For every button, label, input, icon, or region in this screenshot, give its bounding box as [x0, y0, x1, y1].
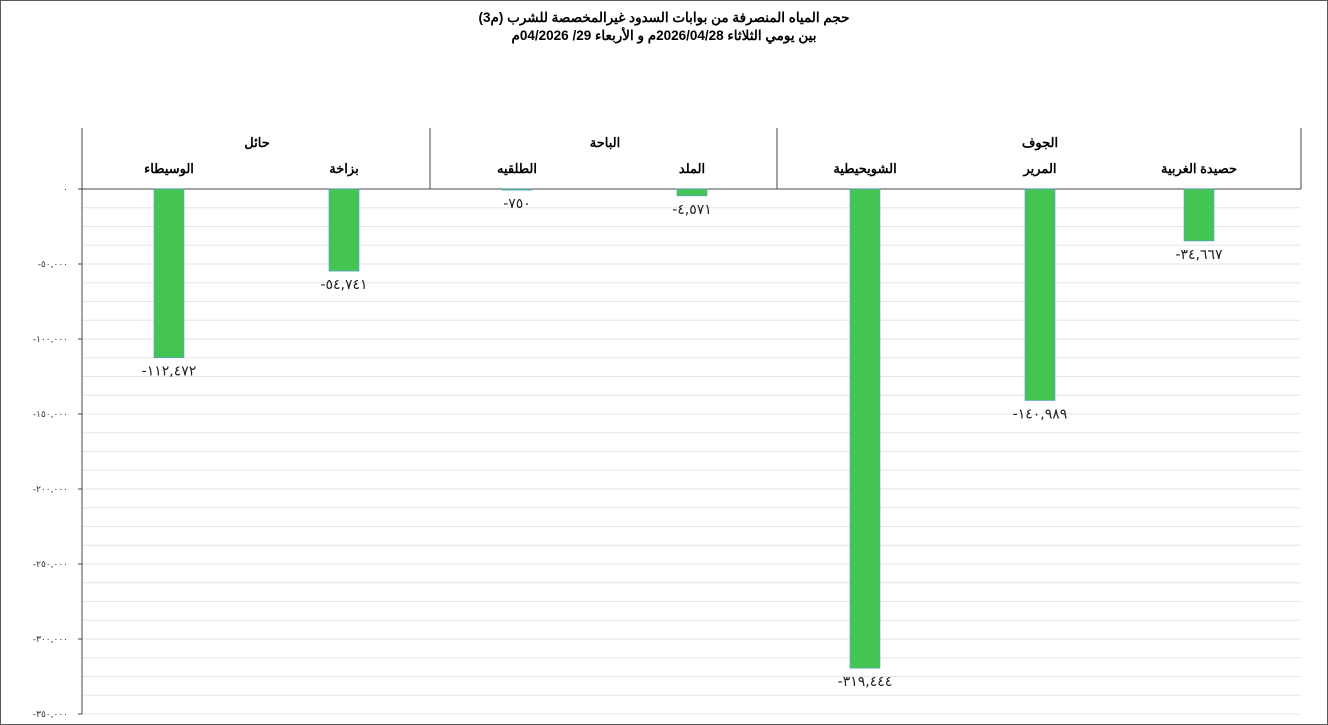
y-tick-label: -١٥٠,٠٠٠: [33, 410, 68, 420]
category-label: الطلقيه: [497, 161, 537, 176]
bar: [676, 188, 708, 197]
bar: [1183, 188, 1215, 242]
data-labels: -٣٤,٦٦٧ -١٤٠,٩٨٩ -٣١٩,٤٤٤ -٤,٥٧١ -٧٥٠ -٥٤,٧٤١…: [142, 196, 1223, 690]
bar: [1024, 188, 1056, 401]
data-label: -٧٥٠: [503, 196, 531, 212]
data-label: -١١٢,٤٧٢: [142, 364, 197, 380]
group-label: الجوف: [1022, 135, 1058, 151]
data-label: -٣٤,٦٦٧: [1175, 247, 1223, 263]
group-label: حائل: [244, 135, 269, 150]
y-axis: ٠ -٥٠,٠٠٠ -١٠٠,٠٠٠ -١٥٠,٠٠٠ -٢٠٠,٠٠٠ -٢٥٠,٠٠٠…: [33, 185, 82, 720]
data-label: -٤,٥٧١: [672, 202, 712, 218]
bar: [849, 188, 881, 669]
data-label: -٣١٩,٤٤٤: [838, 674, 893, 690]
title-line-2: بين يومي الثلاثاء 2026/04/28م و الأربعاء…: [511, 28, 817, 43]
data-label: -٥٤,٧٤١: [320, 277, 367, 293]
y-tick-label: -٥٠,٠٠٠: [38, 260, 68, 270]
y-tick-label: -٣٥٠,٠٠٠: [33, 710, 68, 720]
y-tick-label: -٢٥٠,٠٠٠: [33, 560, 68, 570]
title-line-1: حجم المياه المنصرفة من بوابات السدود غير…: [478, 10, 850, 25]
bar: [328, 188, 360, 272]
gridlines: [82, 188, 1301, 715]
chart-title: حجم المياه المنصرفة من بوابات السدود غير…: [0, 9, 1328, 45]
category-label: بزاخة: [329, 161, 358, 177]
y-tick-label: -٢٠٠,٠٠٠: [33, 485, 68, 495]
category-label: حصيدة الغربية: [1161, 161, 1237, 177]
y-tick-label: -٣٠٠,٠٠٠: [33, 635, 68, 645]
bar: [501, 188, 533, 191]
bars: [153, 188, 1215, 669]
y-tick-label: -١٠٠,٠٠٠: [33, 335, 68, 345]
data-label: -١٤٠,٩٨٩: [1013, 406, 1068, 422]
y-tick-label: ٠: [63, 185, 68, 195]
bar: [153, 188, 185, 359]
category-label: الوسيطاء: [144, 161, 194, 177]
category-label: الشويحيطية: [833, 161, 896, 177]
category-label: الملد: [679, 161, 705, 176]
group-label: الباحة: [590, 135, 620, 150]
category-label: المرير: [1022, 161, 1056, 177]
